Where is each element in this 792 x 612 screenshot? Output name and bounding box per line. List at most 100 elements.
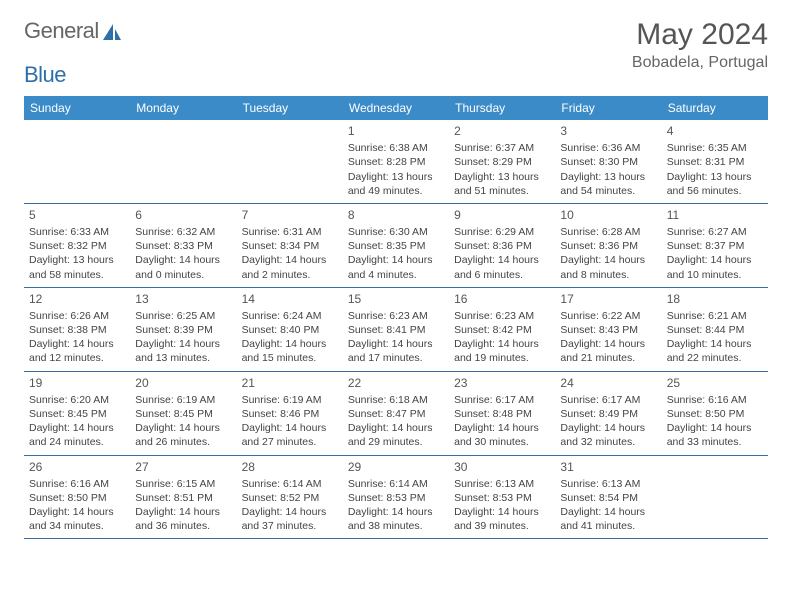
daylight-line: Daylight: 13 hours and 56 minutes.	[667, 170, 763, 198]
day-cell: 12Sunrise: 6:26 AMSunset: 8:38 PMDayligh…	[24, 288, 130, 371]
daylight-line: Daylight: 14 hours and 21 minutes.	[560, 337, 656, 365]
sunrise-line: Sunrise: 6:22 AM	[560, 309, 656, 323]
sunrise-line: Sunrise: 6:15 AM	[135, 477, 231, 491]
sunrise-line: Sunrise: 6:23 AM	[348, 309, 444, 323]
day-cell: 20Sunrise: 6:19 AMSunset: 8:45 PMDayligh…	[130, 372, 236, 455]
day-number: 8	[348, 207, 444, 223]
daylight-line: Daylight: 14 hours and 13 minutes.	[135, 337, 231, 365]
day-cell: 30Sunrise: 6:13 AMSunset: 8:53 PMDayligh…	[449, 456, 555, 539]
sunset-line: Sunset: 8:36 PM	[560, 239, 656, 253]
day-cell: 7 Sunrise: 6:31 AMSunset: 8:34 PMDaylight…	[237, 204, 343, 287]
sunrise-line: Sunrise: 6:17 AM	[560, 393, 656, 407]
sunrise-line: Sunrise: 6:28 AM	[560, 225, 656, 239]
sunset-line: Sunset: 8:48 PM	[454, 407, 550, 421]
day-cell: 5Sunrise: 6:33 AMSunset: 8:32 PMDaylight…	[24, 204, 130, 287]
day-cell: 16Sunrise: 6:23 AMSunset: 8:42 PMDayligh…	[449, 288, 555, 371]
sunset-line: Sunset: 8:31 PM	[667, 155, 763, 169]
sunset-line: Sunset: 8:41 PM	[348, 323, 444, 337]
daylight-line: Daylight: 14 hours and 12 minutes.	[29, 337, 125, 365]
daylight-line: Daylight: 14 hours and 19 minutes.	[454, 337, 550, 365]
weeks-container: 1Sunrise: 6:38 AMSunset: 8:28 PMDaylight…	[24, 120, 768, 539]
daylight-line: Daylight: 14 hours and 0 minutes.	[135, 253, 231, 281]
sunset-line: Sunset: 8:53 PM	[348, 491, 444, 505]
day-number: 30	[454, 459, 550, 475]
sunset-line: Sunset: 8:34 PM	[242, 239, 338, 253]
day-number: 10	[560, 207, 656, 223]
day-cell: 14Sunrise: 6:24 AMSunset: 8:40 PMDayligh…	[237, 288, 343, 371]
day-number: 17	[560, 291, 656, 307]
day-number: 27	[135, 459, 231, 475]
day-number: 6	[135, 207, 231, 223]
day-number: 24	[560, 375, 656, 391]
daylight-line: Daylight: 14 hours and 2 minutes.	[242, 253, 338, 281]
day-cell: 31Sunrise: 6:13 AMSunset: 8:54 PMDayligh…	[555, 456, 661, 539]
sunrise-line: Sunrise: 6:19 AM	[242, 393, 338, 407]
sunrise-line: Sunrise: 6:35 AM	[667, 141, 763, 155]
title-block: May 2024 Bobadela, Portugal	[632, 18, 768, 72]
daylight-line: Daylight: 14 hours and 33 minutes.	[667, 421, 763, 449]
day-cell: 29Sunrise: 6:14 AMSunset: 8:53 PMDayligh…	[343, 456, 449, 539]
week-row: 26Sunrise: 6:16 AMSunset: 8:50 PMDayligh…	[24, 456, 768, 540]
sunrise-line: Sunrise: 6:20 AM	[29, 393, 125, 407]
calendar-page: General May 2024 Bobadela, Portugal Blue…	[0, 0, 792, 557]
day-number: 7	[242, 207, 338, 223]
day-number: 16	[454, 291, 550, 307]
sunrise-line: Sunrise: 6:27 AM	[667, 225, 763, 239]
sunset-line: Sunset: 8:49 PM	[560, 407, 656, 421]
week-row: 12Sunrise: 6:26 AMSunset: 8:38 PMDayligh…	[24, 288, 768, 372]
logo: General	[24, 18, 122, 44]
sunset-line: Sunset: 8:28 PM	[348, 155, 444, 169]
sunset-line: Sunset: 8:35 PM	[348, 239, 444, 253]
sunrise-line: Sunrise: 6:21 AM	[667, 309, 763, 323]
day-number: 11	[667, 207, 763, 223]
sunset-line: Sunset: 8:29 PM	[454, 155, 550, 169]
weekday-header: Monday	[130, 96, 236, 120]
daylight-line: Daylight: 14 hours and 39 minutes.	[454, 505, 550, 533]
sunset-line: Sunset: 8:45 PM	[135, 407, 231, 421]
day-number: 21	[242, 375, 338, 391]
daylight-line: Daylight: 14 hours and 36 minutes.	[135, 505, 231, 533]
day-cell: 8Sunrise: 6:30 AMSunset: 8:35 PMDaylight…	[343, 204, 449, 287]
logo-text-2: Blue	[24, 62, 66, 88]
day-cell: 2Sunrise: 6:37 AMSunset: 8:29 PMDaylight…	[449, 120, 555, 203]
day-number: 23	[454, 375, 550, 391]
day-cell: 27 Sunrise: 6:15 AMSunset: 8:51 PMDayligh…	[130, 456, 236, 539]
sunset-line: Sunset: 8:33 PM	[135, 239, 231, 253]
week-row: 1Sunrise: 6:38 AMSunset: 8:28 PMDaylight…	[24, 120, 768, 204]
daylight-line: Daylight: 14 hours and 10 minutes.	[667, 253, 763, 281]
day-number: 14	[242, 291, 338, 307]
weekday-header: Saturday	[662, 96, 768, 120]
sunrise-line: Sunrise: 6:31 AM	[242, 225, 338, 239]
sunset-line: Sunset: 8:47 PM	[348, 407, 444, 421]
day-number: 29	[348, 459, 444, 475]
weekday-header: Wednesday	[343, 96, 449, 120]
sunset-line: Sunset: 8:40 PM	[242, 323, 338, 337]
day-number: 12	[29, 291, 125, 307]
day-number: 19	[29, 375, 125, 391]
day-number: 2	[454, 123, 550, 139]
day-cell: 26Sunrise: 6:16 AMSunset: 8:50 PMDayligh…	[24, 456, 130, 539]
sunrise-line: Sunrise: 6:32 AM	[135, 225, 231, 239]
week-row: 19 Sunrise: 6:20 AM Sunset: 8:45 PM Dayligh…	[24, 372, 768, 456]
sunset-line: Sunset: 8:51 PM	[135, 491, 231, 505]
daylight-line: Daylight: 13 hours and 49 minutes.	[348, 170, 444, 198]
weekday-header: Sunday	[24, 96, 130, 120]
daylight-line: Daylight: 14 hours and 24 minutes.	[29, 421, 125, 449]
month-title: May 2024	[632, 18, 768, 52]
daylight-line: Daylight: 13 hours and 58 minutes.	[29, 253, 125, 281]
weekday-header: Friday	[555, 96, 661, 120]
day-number: 13	[135, 291, 231, 307]
sunset-line: Sunset: 8:30 PM	[560, 155, 656, 169]
logo-sail-icon	[102, 23, 122, 41]
daylight-line: Daylight: 14 hours and 17 minutes.	[348, 337, 444, 365]
sunrise-line: Sunrise: 6:29 AM	[454, 225, 550, 239]
day-cell: 13Sunrise: 6:25 AMSunset: 8:39 PMDayligh…	[130, 288, 236, 371]
day-number: 20	[135, 375, 231, 391]
daylight-line: Daylight: 14 hours and 15 minutes.	[242, 337, 338, 365]
day-cell: 1Sunrise: 6:38 AMSunset: 8:28 PMDaylight…	[343, 120, 449, 203]
day-cell: 4Sunrise: 6:35 AMSunset: 8:31 PMDaylight…	[662, 120, 768, 203]
daylight-line: Daylight: 14 hours and 6 minutes.	[454, 253, 550, 281]
sunrise-line: Sunrise: 6:16 AM	[29, 477, 125, 491]
daylight-line: Daylight: 14 hours and 22 minutes.	[667, 337, 763, 365]
sunset-line: Sunset: 8:43 PM	[560, 323, 656, 337]
